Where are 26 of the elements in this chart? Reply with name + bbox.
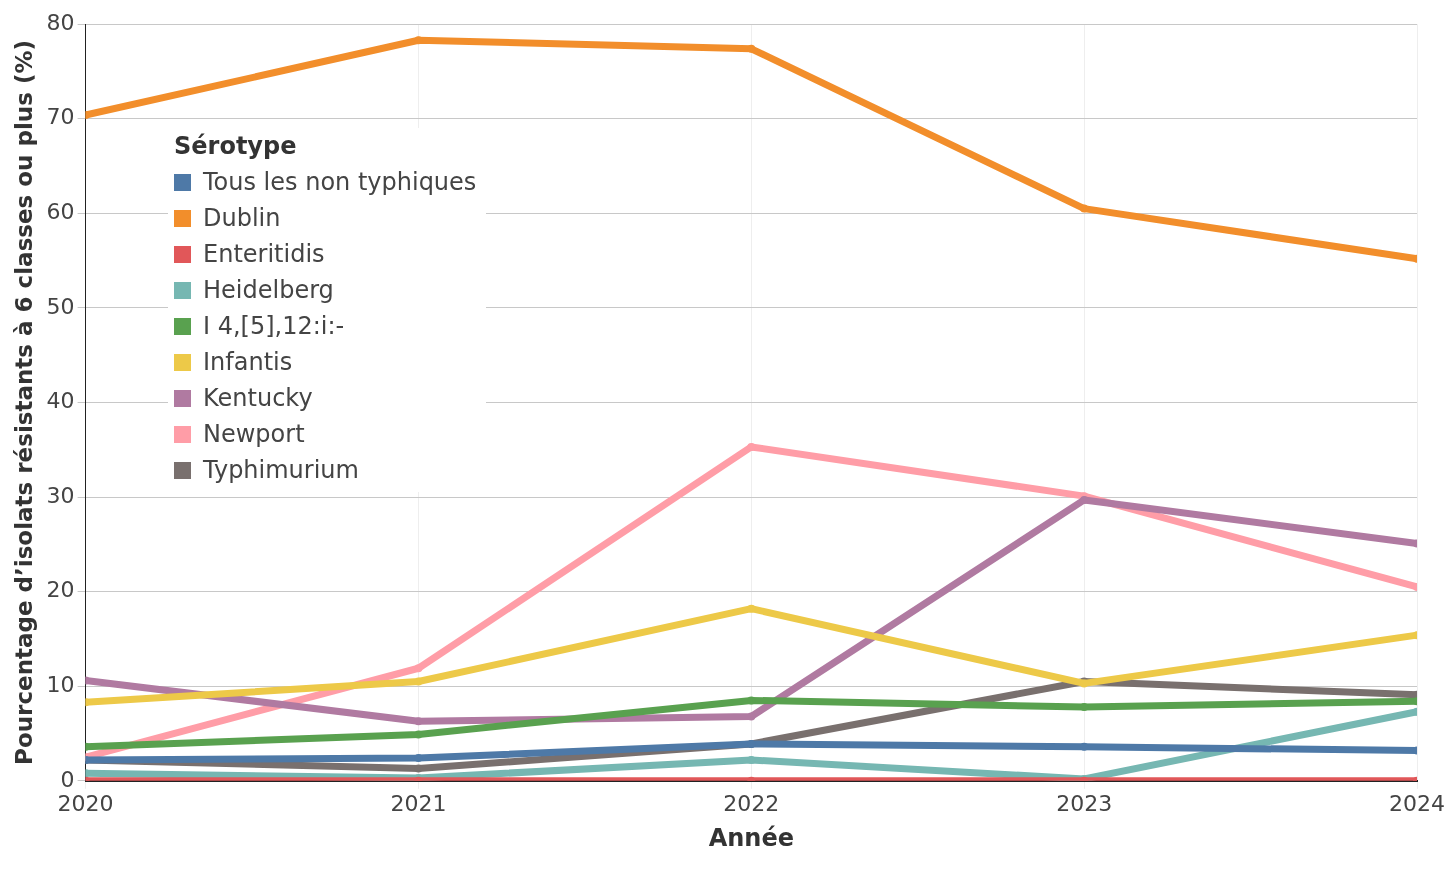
y-tick-label: 50 <box>46 293 75 319</box>
y-tick-label: 40 <box>46 388 75 414</box>
x-axis-title: Année <box>708 823 794 852</box>
y-tick-label: 80 <box>46 9 75 35</box>
legend-label: I 4,[5],12:i:- <box>203 311 345 342</box>
legend-label: Tous les non typhiques <box>203 167 477 198</box>
y-tick-label: 10 <box>46 671 75 697</box>
legend-label: Kentucky <box>203 383 313 414</box>
y-tick-label: 20 <box>46 577 75 603</box>
legend-label: Enteritidis <box>203 239 325 270</box>
legend-label: Typhimurium <box>203 455 359 486</box>
y-tick-label: 0 <box>60 766 75 792</box>
x-tick-label: 2022 <box>723 790 780 816</box>
x-tick-label: 2021 <box>390 790 447 816</box>
legend-label: Dublin <box>203 203 281 234</box>
legend-label: Infantis <box>203 347 293 378</box>
y-tick-label: 60 <box>46 199 75 225</box>
y-axis-title: Pourcentage d’isolats résistants à 6 classes ou plus (%) <box>10 40 37 765</box>
x-tick-label: 2020 <box>57 790 114 816</box>
y-tick-label: 70 <box>46 104 75 130</box>
legend-label: Heidelberg <box>203 275 334 306</box>
legend-label: Newport <box>203 419 305 450</box>
legend-title: Sérotype <box>174 132 298 160</box>
x-tick-label: 2024 <box>1389 790 1446 816</box>
x-tick-label: 2023 <box>1056 790 1113 816</box>
y-tick-label: 30 <box>46 482 75 508</box>
